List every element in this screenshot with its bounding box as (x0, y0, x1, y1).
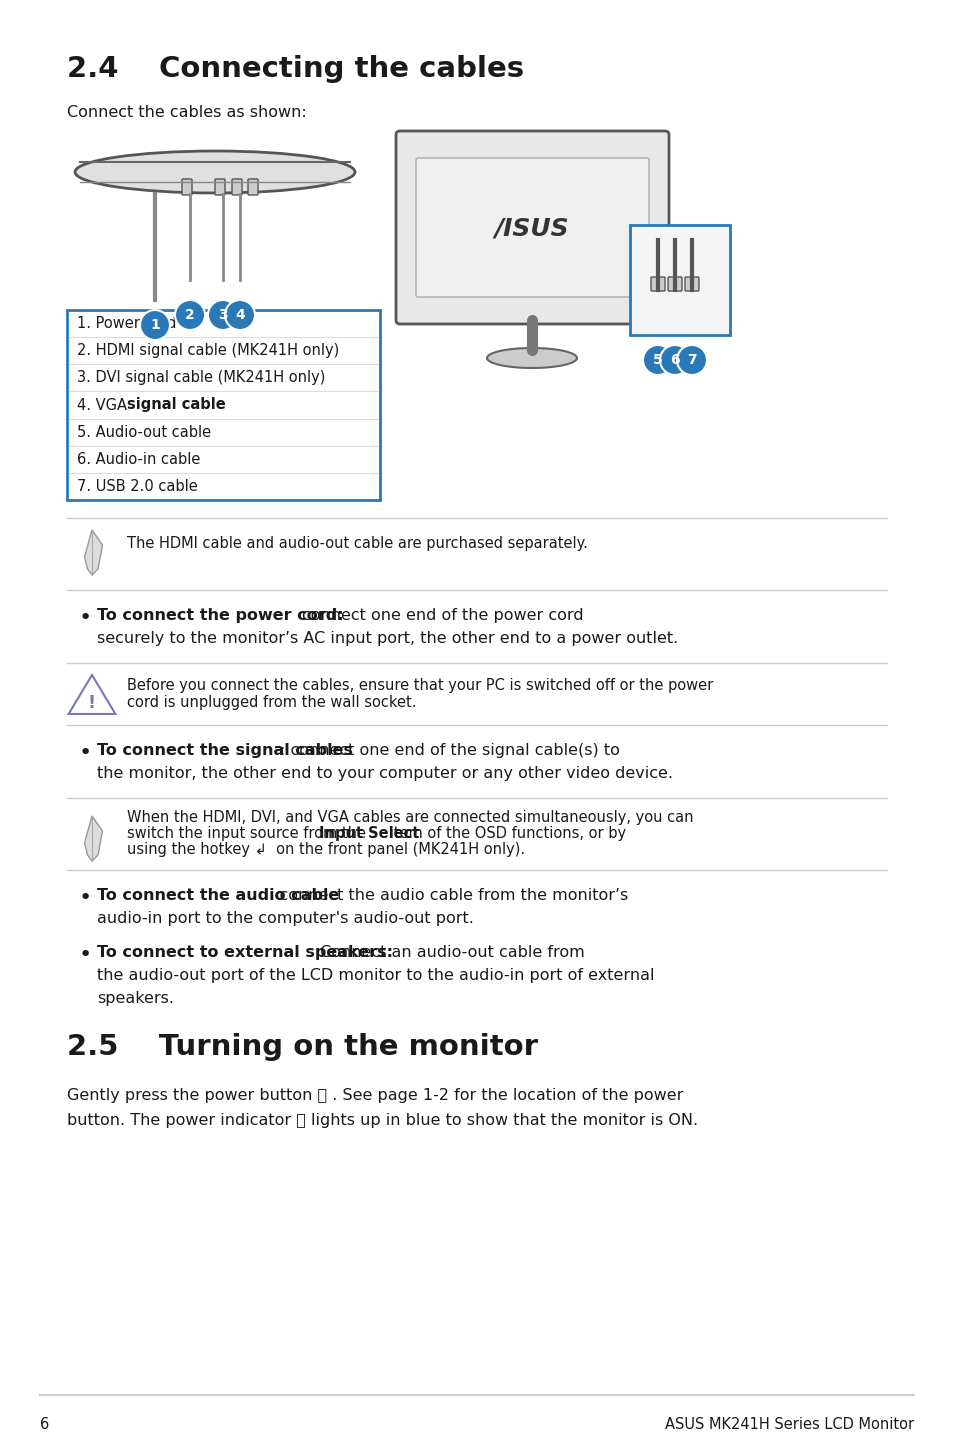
Text: 7. USB 2.0 cable: 7. USB 2.0 cable (77, 479, 197, 493)
Text: : connect the audio cable from the monitor’s: : connect the audio cable from the monit… (269, 889, 628, 903)
Text: 2: 2 (185, 308, 194, 322)
FancyBboxPatch shape (667, 278, 681, 290)
Circle shape (140, 311, 170, 339)
Text: •: • (79, 743, 92, 764)
Text: Before you connect the cables, ensure that your PC is switched off or the power: Before you connect the cables, ensure th… (127, 677, 713, 693)
Text: Connect an audio-out cable from: Connect an audio-out cable from (314, 945, 584, 961)
Text: 4. VGA: 4. VGA (77, 397, 132, 413)
Text: 5. Audio-out cable: 5. Audio-out cable (77, 424, 211, 440)
Text: audio-in port to the computer's audio-out port.: audio-in port to the computer's audio-ou… (97, 912, 474, 926)
Text: connect one end of the power cord: connect one end of the power cord (302, 608, 583, 623)
Circle shape (225, 301, 254, 329)
Text: using the hotkey ↲  on the front panel (MK241H only).: using the hotkey ↲ on the front panel (M… (127, 843, 524, 857)
Circle shape (174, 301, 205, 329)
Text: The HDMI cable and audio-out cable are purchased separately.: The HDMI cable and audio-out cable are p… (127, 536, 587, 551)
FancyBboxPatch shape (395, 131, 668, 324)
Text: 2.5    Turning on the monitor: 2.5 Turning on the monitor (67, 1032, 537, 1061)
Text: 2.4    Connecting the cables: 2.4 Connecting the cables (67, 55, 523, 83)
Text: 4: 4 (234, 308, 245, 322)
Text: 3: 3 (218, 308, 228, 322)
Text: To connect the signal cables: To connect the signal cables (97, 743, 353, 758)
Text: 7: 7 (686, 352, 696, 367)
Text: 1: 1 (150, 318, 160, 332)
Text: the audio-out port of the LCD monitor to the audio-in port of external: the audio-out port of the LCD monitor to… (97, 968, 654, 984)
Ellipse shape (486, 348, 577, 368)
Text: 6: 6 (40, 1416, 50, 1432)
Text: 6: 6 (670, 352, 679, 367)
Text: signal cable: signal cable (127, 397, 226, 413)
Text: 6. Audio-in cable: 6. Audio-in cable (77, 452, 200, 467)
Text: : connect one end of the signal cable(s) to: : connect one end of the signal cable(s)… (280, 743, 619, 758)
FancyBboxPatch shape (214, 178, 225, 196)
Text: •: • (79, 608, 92, 628)
Text: 5: 5 (653, 352, 662, 367)
Circle shape (677, 345, 706, 375)
Circle shape (659, 345, 689, 375)
Text: the monitor, the other end to your computer or any other video device.: the monitor, the other end to your compu… (97, 766, 672, 781)
FancyBboxPatch shape (248, 178, 257, 196)
Text: ASUS MK241H Series LCD Monitor: ASUS MK241H Series LCD Monitor (664, 1416, 913, 1432)
Text: 2. HDMI signal cable (MK241H only): 2. HDMI signal cable (MK241H only) (77, 344, 339, 358)
Polygon shape (85, 815, 102, 861)
FancyBboxPatch shape (629, 224, 729, 335)
Text: •: • (79, 945, 92, 965)
Text: 3. DVI signal cable (MK241H only): 3. DVI signal cable (MK241H only) (77, 371, 325, 385)
Text: button. The power indicator ⏻ lights up in blue to show that the monitor is ON.: button. The power indicator ⏻ lights up … (67, 1113, 698, 1127)
Text: switch the input source from the: switch the input source from the (127, 825, 370, 841)
Text: To connect the audio cable: To connect the audio cable (97, 889, 339, 903)
FancyBboxPatch shape (67, 311, 379, 500)
Circle shape (642, 345, 672, 375)
Text: speakers.: speakers. (97, 991, 173, 1007)
Text: cord is unplugged from the wall socket.: cord is unplugged from the wall socket. (127, 695, 416, 710)
Text: Connect the cables as shown:: Connect the cables as shown: (67, 105, 307, 119)
Circle shape (208, 301, 237, 329)
FancyBboxPatch shape (182, 178, 192, 196)
Text: When the HDMI, DVI, and VGA cables are connected simultaneously, you can: When the HDMI, DVI, and VGA cables are c… (127, 810, 693, 825)
FancyBboxPatch shape (684, 278, 699, 290)
FancyBboxPatch shape (416, 158, 648, 298)
Text: To connect to external speakers:: To connect to external speakers: (97, 945, 393, 961)
Text: /ISUS: /ISUS (495, 216, 569, 240)
FancyBboxPatch shape (232, 178, 242, 196)
Polygon shape (85, 531, 102, 575)
Text: Input Select: Input Select (318, 825, 419, 841)
Text: !: ! (88, 695, 96, 712)
Text: item of the OSD functions, or by: item of the OSD functions, or by (385, 825, 625, 841)
Text: securely to the monitor’s AC input port, the other end to a power outlet.: securely to the monitor’s AC input port,… (97, 631, 678, 646)
Text: 1. Power cord: 1. Power cord (77, 316, 176, 331)
Text: To connect the power cord:: To connect the power cord: (97, 608, 349, 623)
Text: •: • (79, 889, 92, 907)
FancyBboxPatch shape (650, 278, 664, 290)
Ellipse shape (75, 151, 355, 193)
Text: Gently press the power button ⏻ . See page 1-2 for the location of the power: Gently press the power button ⏻ . See pa… (67, 1089, 682, 1103)
Polygon shape (69, 674, 115, 715)
